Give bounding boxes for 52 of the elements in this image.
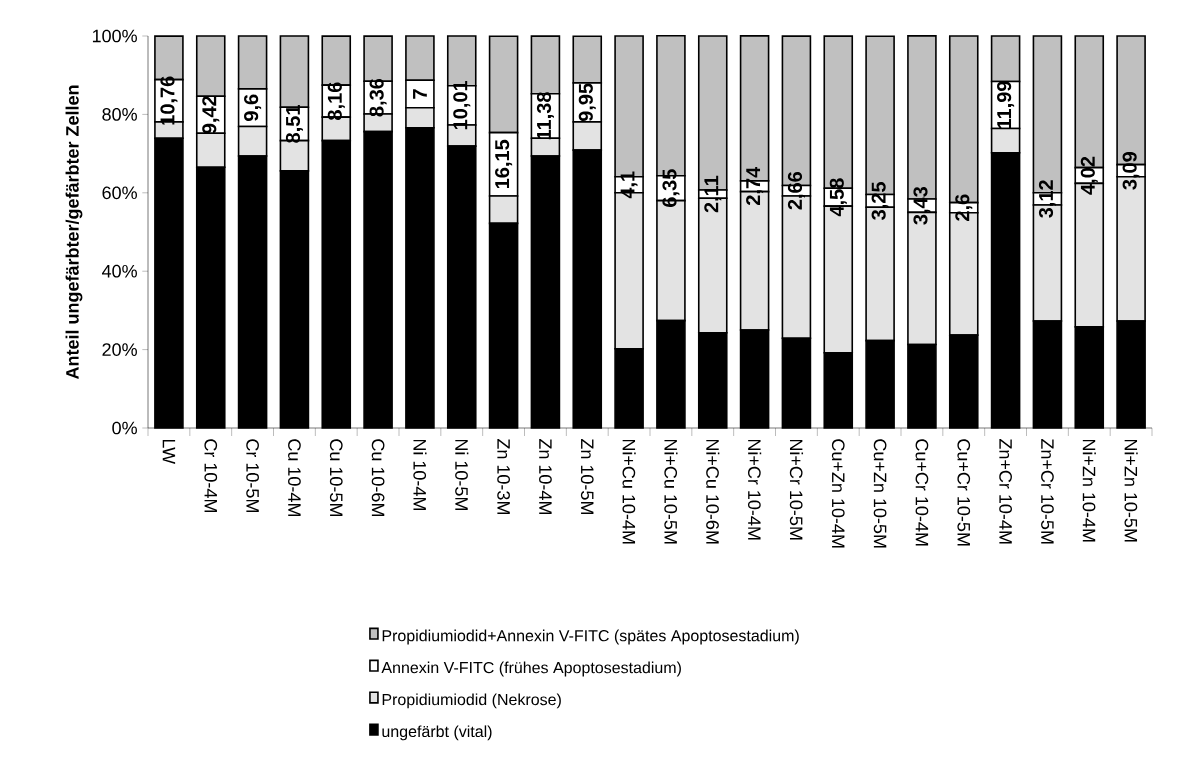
y-tick-label: 20% [102, 343, 137, 356]
x-tick-label: Ni+Zn 10-5M [1124, 439, 1138, 542]
x-tick-label: Cu+Zn 10-5M [873, 439, 887, 548]
x-tick-label: Ni+Cu 10-4M [622, 439, 636, 544]
x-tick-label: Ni+Cr 10-5M [789, 439, 804, 540]
y-tick-label: 0% [112, 421, 137, 435]
data-label: 9,42 [202, 96, 220, 134]
data-label: 10,01 [453, 80, 471, 130]
x-tick-label: Cu 10-5M [329, 439, 343, 516]
x-tick-label: Ni 10-4M [413, 439, 427, 510]
legend-label: ungefärbt (vital) [382, 725, 492, 741]
y-tick-label: 60% [102, 186, 137, 200]
data-label: 4,02 [1080, 156, 1098, 195]
data-label: 2,66 [787, 171, 805, 210]
data-label: 3,43 [913, 186, 931, 225]
y-tick-label: 100% [92, 29, 137, 43]
x-tick-label: Cu 10-6M [371, 439, 385, 516]
data-label: 7 [413, 89, 427, 99]
x-tick-label: Zn+Cr 10-5M [1041, 438, 1054, 544]
x-tick-label: Zn 10-4M [539, 438, 552, 514]
legend-label: Propidiumiodid (Nekrose) [382, 693, 561, 709]
x-tick-label: Zn 10-3M [497, 438, 510, 514]
data-label: 6,35 [662, 169, 680, 207]
data-label: 9,95 [578, 83, 596, 122]
x-tick-label: Cu+Zn 10-4M [831, 439, 845, 548]
x-tick-label: Ni 10-5M [455, 439, 469, 510]
data-label: 11,99 [997, 81, 1015, 129]
x-tick-label: Ni+Cu 10-6M [706, 439, 720, 544]
legend-label: Propidiumiodid+Annexin V-FITC (spätes Apoptosestadium) [382, 629, 799, 645]
x-tick-label: Zn 10-5M [580, 438, 594, 514]
data-label: 9,6 [244, 94, 262, 121]
x-tick-label: Zn+Cr 10-4M [999, 438, 1012, 544]
y-tick-label: 80% [102, 108, 137, 121]
x-tick-label: Cu+Cr 10-4M [915, 439, 929, 546]
data-label: 3,25 [871, 182, 889, 220]
x-tick-label: Ni+Cr 10-4M [747, 439, 762, 540]
y-tick-label: 40% [101, 264, 137, 278]
x-tick-label: Cu+Cr 10-5M [957, 439, 971, 546]
data-label: 3,12 [1038, 180, 1056, 218]
data-label: 4,58 [829, 178, 847, 217]
x-tick-label: Ni+Zn 10-4M [1082, 439, 1096, 542]
data-label: 10,76 [160, 76, 178, 125]
legend-label: Annexin V-FITC (frühes Apoptosestadium) [381, 661, 681, 677]
x-tick-label: LW [162, 439, 176, 465]
x-tick-label: Cr 10-5M [246, 439, 259, 512]
y-axis-title: Anteil ungefärbter/gefärbter Zellen [65, 85, 83, 380]
x-tick-label: Cu 10-4M [288, 439, 301, 516]
data-label: 2,11 [704, 175, 722, 213]
x-tick-label: Ni+Cu 10-5M [664, 439, 678, 544]
data-label: 16,15 [495, 139, 513, 189]
x-tick-label: Cr 10-4M [204, 439, 218, 512]
data-label: 8,36 [369, 78, 387, 117]
